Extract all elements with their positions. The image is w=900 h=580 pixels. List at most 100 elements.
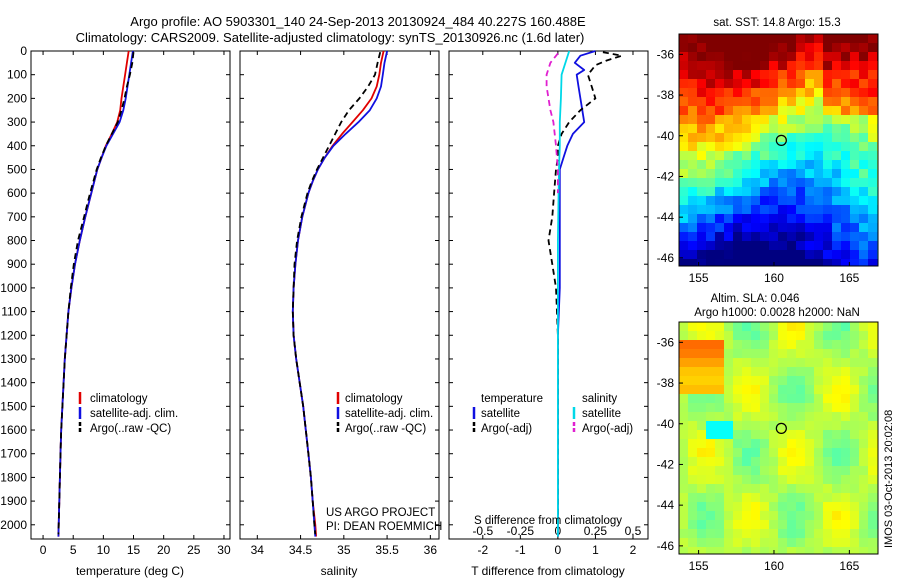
sst-cell	[868, 88, 877, 97]
y-tick-label: 1500	[0, 399, 27, 413]
sla-cell	[688, 331, 697, 340]
sst-cell	[724, 151, 733, 160]
x-tick-label: 0	[40, 543, 47, 557]
sst-cell	[733, 160, 742, 169]
sst-cell	[814, 142, 823, 151]
temperature-axis-label: temperature (deg C)	[76, 564, 184, 578]
sst-cell	[841, 250, 850, 259]
sst-cell	[706, 205, 715, 214]
sla-cell	[751, 475, 760, 484]
sst-cell	[778, 133, 787, 142]
float-position-marker	[775, 422, 787, 434]
sst-cell	[706, 52, 715, 61]
sla-cell	[778, 520, 787, 529]
sst-cell	[841, 97, 850, 106]
sla-cell	[859, 439, 868, 448]
sla-cell	[859, 466, 868, 475]
sst-cell	[697, 232, 706, 241]
sla-cell	[706, 529, 715, 538]
sst-cell	[751, 61, 760, 70]
sla-cell	[823, 385, 832, 394]
sla-cell	[751, 331, 760, 340]
y-tick-label: 1900	[0, 494, 27, 508]
sla-cell	[697, 385, 706, 394]
sla-cell	[679, 457, 688, 466]
sst-cell	[706, 259, 715, 266]
sst-cell	[832, 178, 841, 187]
sst-cell	[805, 70, 814, 79]
sla-cell	[715, 520, 724, 529]
sst-cell	[751, 115, 760, 124]
sst-cell	[751, 79, 760, 88]
sst-cell	[688, 106, 697, 115]
sst-cell	[868, 223, 877, 232]
sst-cell	[769, 169, 778, 178]
sst-field	[679, 34, 878, 266]
sst-cell	[760, 52, 769, 61]
sst-cell	[778, 97, 787, 106]
sst-cell	[796, 232, 805, 241]
sla-cell	[814, 322, 823, 331]
sla-cell	[679, 511, 688, 520]
sla-cell	[823, 475, 832, 484]
sla-cell	[679, 421, 688, 430]
sla-cell	[679, 367, 688, 376]
sla-cell	[850, 394, 859, 403]
sla-cell	[814, 547, 823, 554]
sla-cell	[859, 403, 868, 412]
sst-cell	[769, 97, 778, 106]
sst-cell	[796, 169, 805, 178]
sla-cell	[688, 511, 697, 520]
sla-cell	[742, 367, 751, 376]
sst-cell	[787, 106, 796, 115]
sla-cell	[769, 529, 778, 538]
sla-cell	[850, 340, 859, 349]
sst-cell	[832, 259, 841, 266]
sla-map: -36 -38 -40 -42 -44 -46 155 160 165	[657, 321, 879, 573]
sst-cell	[787, 178, 796, 187]
sla-cell	[796, 394, 805, 403]
sla-cell	[814, 511, 823, 520]
x-tick-label: 30	[217, 543, 231, 557]
sla-cell	[850, 358, 859, 367]
sst-cell	[796, 106, 805, 115]
sst-cell	[778, 70, 787, 79]
sla-cell	[769, 457, 778, 466]
sla-cell	[760, 520, 769, 529]
sst-cell	[751, 34, 760, 43]
sst-cell	[751, 196, 760, 205]
sst-cell	[715, 214, 724, 223]
sla-cell	[868, 448, 877, 457]
sla-cell	[679, 322, 688, 331]
sla-cell	[787, 385, 796, 394]
sst-cell	[796, 223, 805, 232]
sla-cell	[796, 376, 805, 385]
sla-cell	[850, 547, 859, 554]
sla-cell	[832, 322, 841, 331]
sst-cell	[706, 169, 715, 178]
map-y-tick-label: -36	[657, 335, 675, 349]
sst-cell	[751, 178, 760, 187]
sla-cell	[724, 403, 733, 412]
sst-cell	[760, 70, 769, 79]
sla-cell	[742, 322, 751, 331]
sst-cell	[859, 169, 868, 178]
sst-cell	[859, 97, 868, 106]
x-tick-label: 15	[127, 543, 141, 557]
t-difference-axis-label: T difference from climatology	[471, 564, 625, 578]
sst-cell	[688, 70, 697, 79]
sst-cell	[706, 178, 715, 187]
sst-cell	[760, 43, 769, 52]
sst-cell	[760, 61, 769, 70]
sst-cell	[697, 241, 706, 250]
sla-cell	[787, 430, 796, 439]
legend-s-argo-label: Argo(-adj)	[582, 423, 633, 435]
sla-cell	[715, 547, 724, 554]
y-tick-label: 1100	[1, 305, 27, 319]
sst-cell	[742, 34, 751, 43]
sla-cell	[724, 349, 733, 358]
sla-cell	[832, 439, 841, 448]
legend-s-satellite-label: satellite	[582, 408, 621, 420]
sla-map-title-line1: Altim. SLA: 0.046	[711, 293, 800, 305]
sst-cell	[733, 115, 742, 124]
